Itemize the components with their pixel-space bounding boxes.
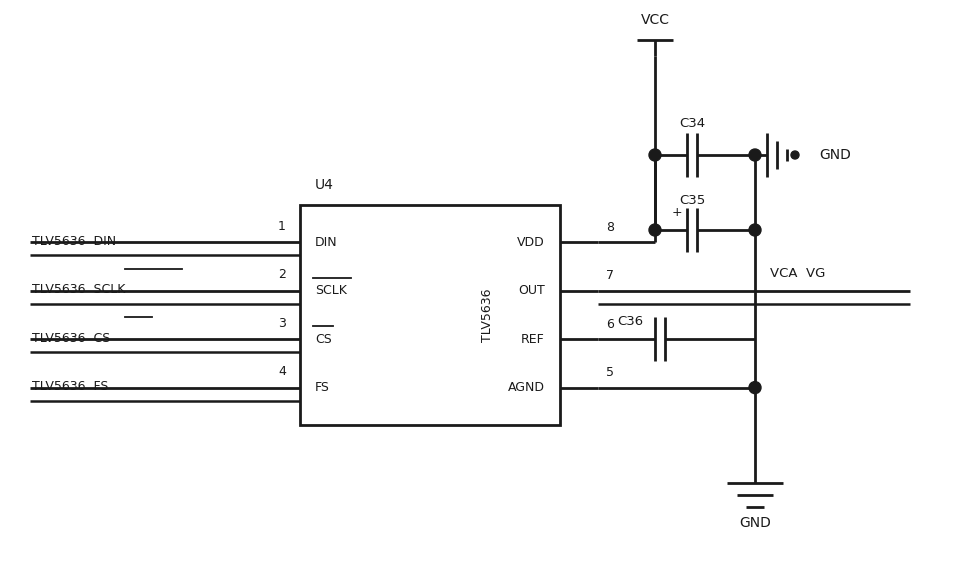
Text: FS: FS <box>315 381 330 394</box>
Text: 4: 4 <box>278 365 286 378</box>
Circle shape <box>649 224 661 236</box>
Text: VCC: VCC <box>641 13 669 27</box>
Circle shape <box>749 381 761 394</box>
Text: U4: U4 <box>315 178 334 192</box>
Text: GND: GND <box>739 516 771 530</box>
Text: 7: 7 <box>606 269 614 283</box>
Text: GND: GND <box>819 148 851 162</box>
Circle shape <box>749 149 761 161</box>
Text: DIN: DIN <box>315 236 337 249</box>
Circle shape <box>749 224 761 236</box>
Text: VDD: VDD <box>517 236 545 249</box>
Text: CS: CS <box>315 333 332 346</box>
Text: 6: 6 <box>606 318 614 331</box>
Circle shape <box>791 151 799 159</box>
Text: C34: C34 <box>679 116 706 129</box>
Text: SCLK: SCLK <box>315 284 347 297</box>
Text: 5: 5 <box>606 366 614 379</box>
Text: AGND: AGND <box>508 381 545 394</box>
Text: REF: REF <box>521 333 545 346</box>
Text: TLV5636  DIN: TLV5636 DIN <box>32 235 116 248</box>
Text: C35: C35 <box>679 194 706 207</box>
Text: C36: C36 <box>617 315 643 328</box>
Text: 2: 2 <box>278 269 286 281</box>
Text: TLV5636  SCLK: TLV5636 SCLK <box>32 283 125 296</box>
Text: TLV5636  FS: TLV5636 FS <box>32 380 108 393</box>
Text: 8: 8 <box>606 221 614 234</box>
Text: +: + <box>672 205 683 219</box>
Text: VCA  VG: VCA VG <box>770 267 825 280</box>
Text: TLV5636: TLV5636 <box>481 288 493 342</box>
Circle shape <box>649 149 661 161</box>
Text: 3: 3 <box>278 316 286 330</box>
Bar <box>300 205 560 425</box>
Text: TLV5636  CS: TLV5636 CS <box>32 332 110 345</box>
Text: 1: 1 <box>278 220 286 233</box>
Text: OUT: OUT <box>518 284 545 297</box>
